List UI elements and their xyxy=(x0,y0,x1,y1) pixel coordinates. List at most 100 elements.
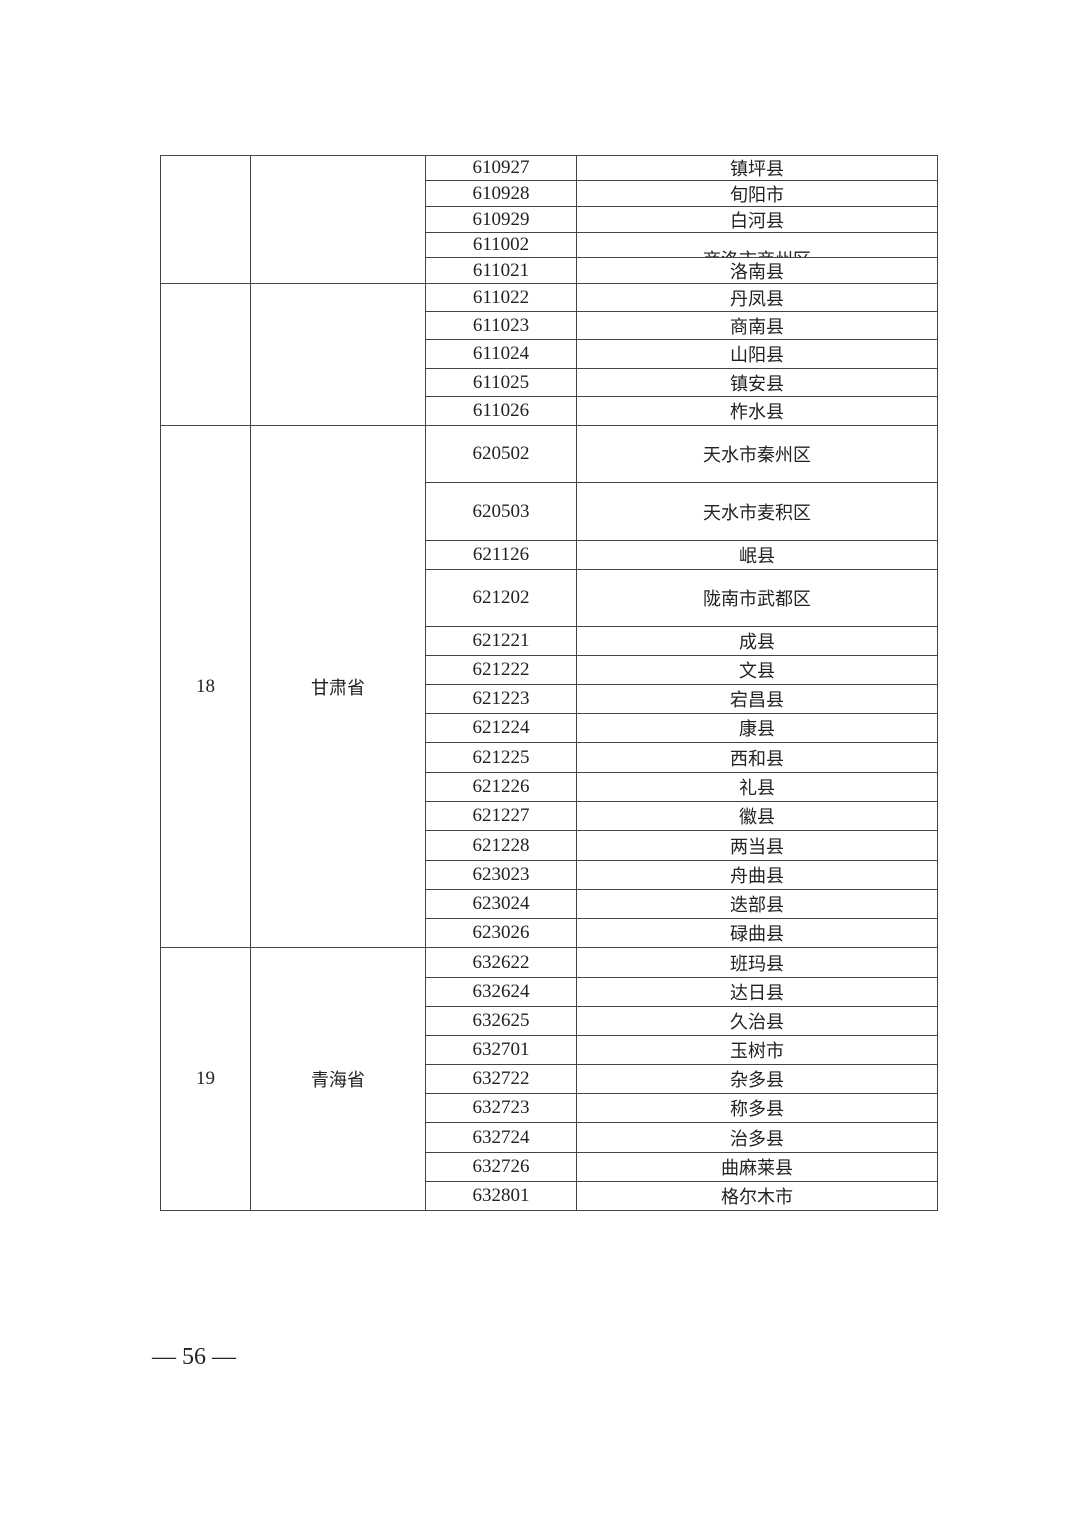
county-name: 格尔木市 xyxy=(576,1181,938,1211)
county-code-text: 611025 xyxy=(472,371,530,393)
county-code-text: 621221 xyxy=(472,630,530,651)
county-name: 旬阳市 xyxy=(576,180,938,207)
county-name-text: 迭部县 xyxy=(730,895,784,916)
county-code: 632625 xyxy=(425,1006,577,1036)
county-code-text: 610927 xyxy=(472,157,530,178)
group-number: 18 xyxy=(160,425,251,948)
county-code: 621221 xyxy=(425,626,577,656)
county-code-text: 623023 xyxy=(472,864,530,885)
county-name: 文县 xyxy=(576,655,938,685)
province-name: 甘肃省 xyxy=(250,425,426,948)
county-code: 632701 xyxy=(425,1035,577,1065)
county-name-text: 岷县 xyxy=(739,546,775,567)
county-name-text: 柞水县 xyxy=(730,402,784,423)
county-code-text: 632723 xyxy=(472,1097,530,1118)
county-name-text: 达日县 xyxy=(730,983,784,1004)
county-code: 621223 xyxy=(425,684,577,714)
province-name xyxy=(250,155,426,284)
county-code-text: 611021 xyxy=(472,259,530,281)
county-code: 611022 xyxy=(425,283,577,312)
county-code-text: 611002 xyxy=(472,234,530,255)
page-number: — 56 — xyxy=(152,1344,236,1370)
county-code: 621228 xyxy=(425,830,577,861)
county-name: 商洛市商州区 xyxy=(576,232,938,258)
group-number: 19 xyxy=(160,947,251,1211)
county-code-text: 611022 xyxy=(472,286,530,308)
county-name: 达日县 xyxy=(576,977,938,1007)
county-name: 柞水县 xyxy=(576,396,938,426)
county-name: 陇南市武都区 xyxy=(576,569,938,627)
county-name: 成县 xyxy=(576,626,938,656)
province-name xyxy=(250,283,426,426)
county-name-text: 天水市秦州区 xyxy=(703,445,811,466)
county-code-text: 620502 xyxy=(472,443,530,464)
county-name-text: 两当县 xyxy=(730,836,784,858)
county-code: 611024 xyxy=(425,339,577,369)
province-name-text: 甘肃省 xyxy=(311,677,365,699)
county-code-text: 632624 xyxy=(472,981,530,1002)
county-code-text: 621202 xyxy=(472,587,530,608)
county-name: 岷县 xyxy=(576,540,938,570)
county-code: 621227 xyxy=(425,801,577,831)
county-code-text: 621225 xyxy=(472,746,530,768)
county-name: 曲麻莱县 xyxy=(576,1152,938,1182)
county-name-text: 西和县 xyxy=(730,748,784,770)
county-name-text: 杂多县 xyxy=(730,1070,784,1091)
county-code-text: 621222 xyxy=(472,659,530,680)
county-code: 621222 xyxy=(425,655,577,685)
group-number-text: 19 xyxy=(196,1068,215,1089)
county-code: 611021 xyxy=(425,257,577,284)
county-name-text: 成县 xyxy=(739,632,775,653)
county-name-text: 治多县 xyxy=(730,1128,784,1150)
county-code-text: 621227 xyxy=(472,805,530,826)
county-name: 久治县 xyxy=(576,1006,938,1036)
county-name: 天水市麦积区 xyxy=(576,482,938,541)
county-code: 623023 xyxy=(425,860,577,890)
county-name: 镇安县 xyxy=(576,368,938,397)
county-code-text: 632622 xyxy=(472,951,530,973)
county-code-text: 623026 xyxy=(472,922,530,943)
county-code: 620503 xyxy=(425,482,577,541)
county-code: 632726 xyxy=(425,1152,577,1182)
county-name-text: 徽县 xyxy=(739,807,775,828)
group-number-text: 18 xyxy=(196,675,215,697)
province-name-text: 青海省 xyxy=(311,1070,365,1091)
county-name: 洛南县 xyxy=(576,257,938,284)
county-code-text: 610928 xyxy=(472,182,530,204)
county-code: 621226 xyxy=(425,772,577,802)
county-name: 礼县 xyxy=(576,772,938,802)
county-name: 西和县 xyxy=(576,742,938,773)
county-code: 632723 xyxy=(425,1093,577,1123)
county-name: 迭部县 xyxy=(576,889,938,919)
county-name-text: 班玛县 xyxy=(730,953,784,975)
county-name-text: 碌曲县 xyxy=(730,924,784,945)
county-code: 621126 xyxy=(425,540,577,570)
county-name-text: 礼县 xyxy=(739,778,775,799)
province-name: 青海省 xyxy=(250,947,426,1211)
county-name: 治多县 xyxy=(576,1122,938,1153)
county-name-text: 陇南市武都区 xyxy=(703,589,811,610)
county-name: 丹凤县 xyxy=(576,283,938,312)
county-code-text: 623024 xyxy=(472,893,530,914)
county-name-text: 白河县 xyxy=(730,210,784,232)
county-name: 两当县 xyxy=(576,830,938,861)
county-code: 620502 xyxy=(425,425,577,483)
county-name-text: 镇坪县 xyxy=(730,159,784,180)
county-name-text: 镇安县 xyxy=(730,373,784,395)
group-number xyxy=(160,155,251,284)
county-code-text: 611024 xyxy=(472,343,530,364)
county-name: 碌曲县 xyxy=(576,918,938,948)
county-code-text: 632801 xyxy=(472,1185,530,1206)
county-name: 商南县 xyxy=(576,311,938,340)
county-name-text: 商南县 xyxy=(730,316,784,338)
county-name: 班玛县 xyxy=(576,947,938,978)
county-code: 611026 xyxy=(425,396,577,426)
county-name: 称多县 xyxy=(576,1093,938,1123)
county-name: 天水市秦州区 xyxy=(576,425,938,483)
county-name: 白河县 xyxy=(576,206,938,233)
county-code: 632722 xyxy=(425,1064,577,1094)
county-name: 杂多县 xyxy=(576,1064,938,1094)
county-code-text: 632701 xyxy=(472,1039,530,1060)
county-code-text: 611026 xyxy=(472,400,530,421)
